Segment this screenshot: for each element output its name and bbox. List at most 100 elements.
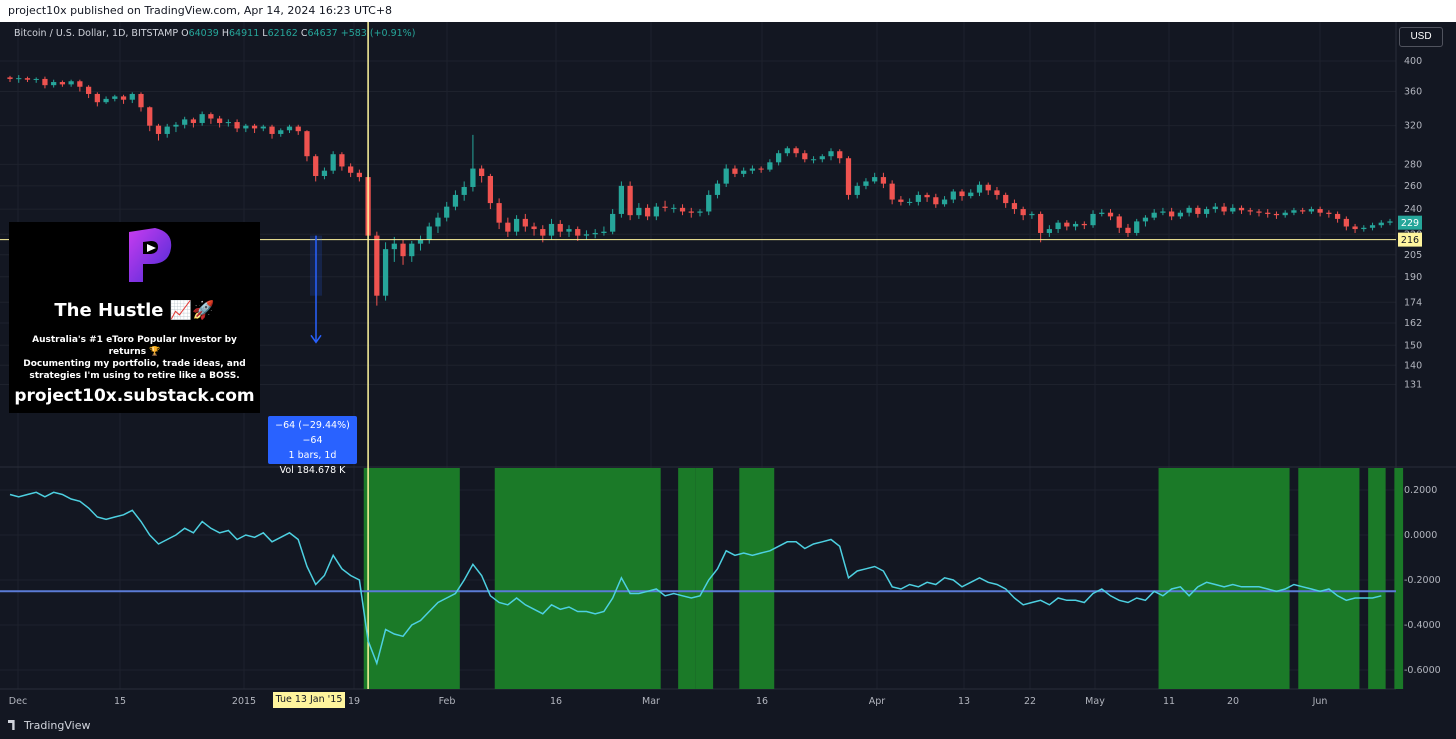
promo-url[interactable]: project10x.substack.com <box>14 386 255 406</box>
price-tick-label: 140 <box>1404 360 1422 371</box>
candle-body <box>1230 207 1236 212</box>
candle-body <box>251 125 258 129</box>
candle-body <box>898 199 904 202</box>
candle <box>575 226 581 241</box>
candle-body <box>295 126 301 132</box>
high-value: 64911 <box>229 28 260 39</box>
time-tick-label: 16 <box>756 696 768 707</box>
candle-body <box>33 78 39 80</box>
candle-body <box>59 82 66 85</box>
candle <box>610 209 616 235</box>
candle <box>583 230 590 240</box>
price-tick-label: 131 <box>1404 380 1422 391</box>
candle-body <box>339 154 345 167</box>
price-tick-label: 280 <box>1404 159 1422 170</box>
time-tick-label: 13 <box>958 696 970 707</box>
candle-body <box>592 232 598 235</box>
candle-body <box>1186 207 1192 213</box>
time-tick-label: Apr <box>869 696 886 707</box>
candle <box>1160 207 1166 216</box>
time-tick-label: 22 <box>1024 696 1036 707</box>
candle <box>880 172 887 189</box>
candle <box>112 94 118 102</box>
candle <box>426 222 432 244</box>
candle <box>714 180 721 199</box>
candle-body <box>1256 211 1262 213</box>
candle-body <box>941 199 948 205</box>
regime-band <box>1368 468 1386 689</box>
level-price-label: 216 <box>1401 235 1419 246</box>
candle <box>129 92 135 104</box>
candle-body <box>688 211 694 213</box>
candle-body <box>1378 222 1384 226</box>
candle <box>898 196 904 206</box>
candle <box>924 192 930 202</box>
candle <box>269 124 275 139</box>
candle-body <box>915 194 921 202</box>
candle <box>190 117 197 128</box>
candle-body <box>1387 221 1393 223</box>
currency-button[interactable]: USD <box>1399 27 1443 47</box>
candle <box>688 207 694 218</box>
price-tick-label: 360 <box>1404 87 1422 98</box>
candle-body <box>417 239 424 244</box>
candle-body <box>1352 226 1358 230</box>
candle <box>784 146 790 157</box>
candle-body <box>243 125 249 129</box>
candle-body <box>1064 222 1070 227</box>
candle <box>1081 221 1087 230</box>
candle-body <box>94 93 100 103</box>
measure-change: −64 (−29.44%) −64 <box>275 420 350 446</box>
candle-body <box>1134 221 1140 233</box>
candle-body <box>548 223 555 236</box>
candle <box>182 116 188 129</box>
price-tick-label: 162 <box>1404 318 1422 329</box>
candle-body <box>1282 212 1288 216</box>
regime-band <box>1158 468 1290 689</box>
candle-body <box>173 124 179 127</box>
candle-body <box>321 170 328 177</box>
candle-body <box>1116 216 1122 228</box>
low-label: L <box>262 28 268 39</box>
hustle-logo-icon <box>129 228 172 282</box>
promo-tagline: Australia's #1 eToro Popular Investor by… <box>15 334 254 382</box>
candle <box>348 163 354 178</box>
candle <box>618 181 625 218</box>
candle-body <box>452 194 459 207</box>
candle <box>1116 213 1122 233</box>
tradingview-logo[interactable]: TradingView <box>8 719 90 732</box>
candle-body <box>1369 225 1376 228</box>
candle <box>103 96 109 104</box>
candle-body <box>103 98 109 103</box>
candle <box>1238 205 1245 214</box>
candle <box>1011 199 1018 214</box>
candle <box>557 220 563 237</box>
candle-body <box>775 153 782 163</box>
candle-body <box>260 126 266 129</box>
candle <box>941 196 948 207</box>
candle-body <box>278 130 284 134</box>
candle-body <box>959 191 965 197</box>
candle <box>1247 207 1253 216</box>
candle-body <box>1291 210 1297 213</box>
candle <box>872 172 878 184</box>
candle <box>845 156 852 200</box>
candle <box>444 201 450 222</box>
regime-band <box>1394 468 1404 689</box>
candle <box>1387 218 1393 226</box>
candle <box>741 167 747 178</box>
measure-tooltip: −64 (−29.44%) −64 1 bars, 1d Vol 184.678… <box>268 416 357 476</box>
candle-body <box>24 78 31 80</box>
candle <box>627 181 633 221</box>
candle-body <box>85 86 92 94</box>
candle <box>1300 207 1306 214</box>
candle-body <box>1247 210 1253 212</box>
time-tick-label: 19 <box>348 696 360 707</box>
candle-body <box>985 184 991 191</box>
time-tick-label: Feb <box>439 696 456 707</box>
candle <box>1107 209 1114 221</box>
candle-body <box>636 207 642 216</box>
candle-body <box>1046 229 1052 233</box>
candle <box>321 167 328 180</box>
candle <box>775 150 782 166</box>
